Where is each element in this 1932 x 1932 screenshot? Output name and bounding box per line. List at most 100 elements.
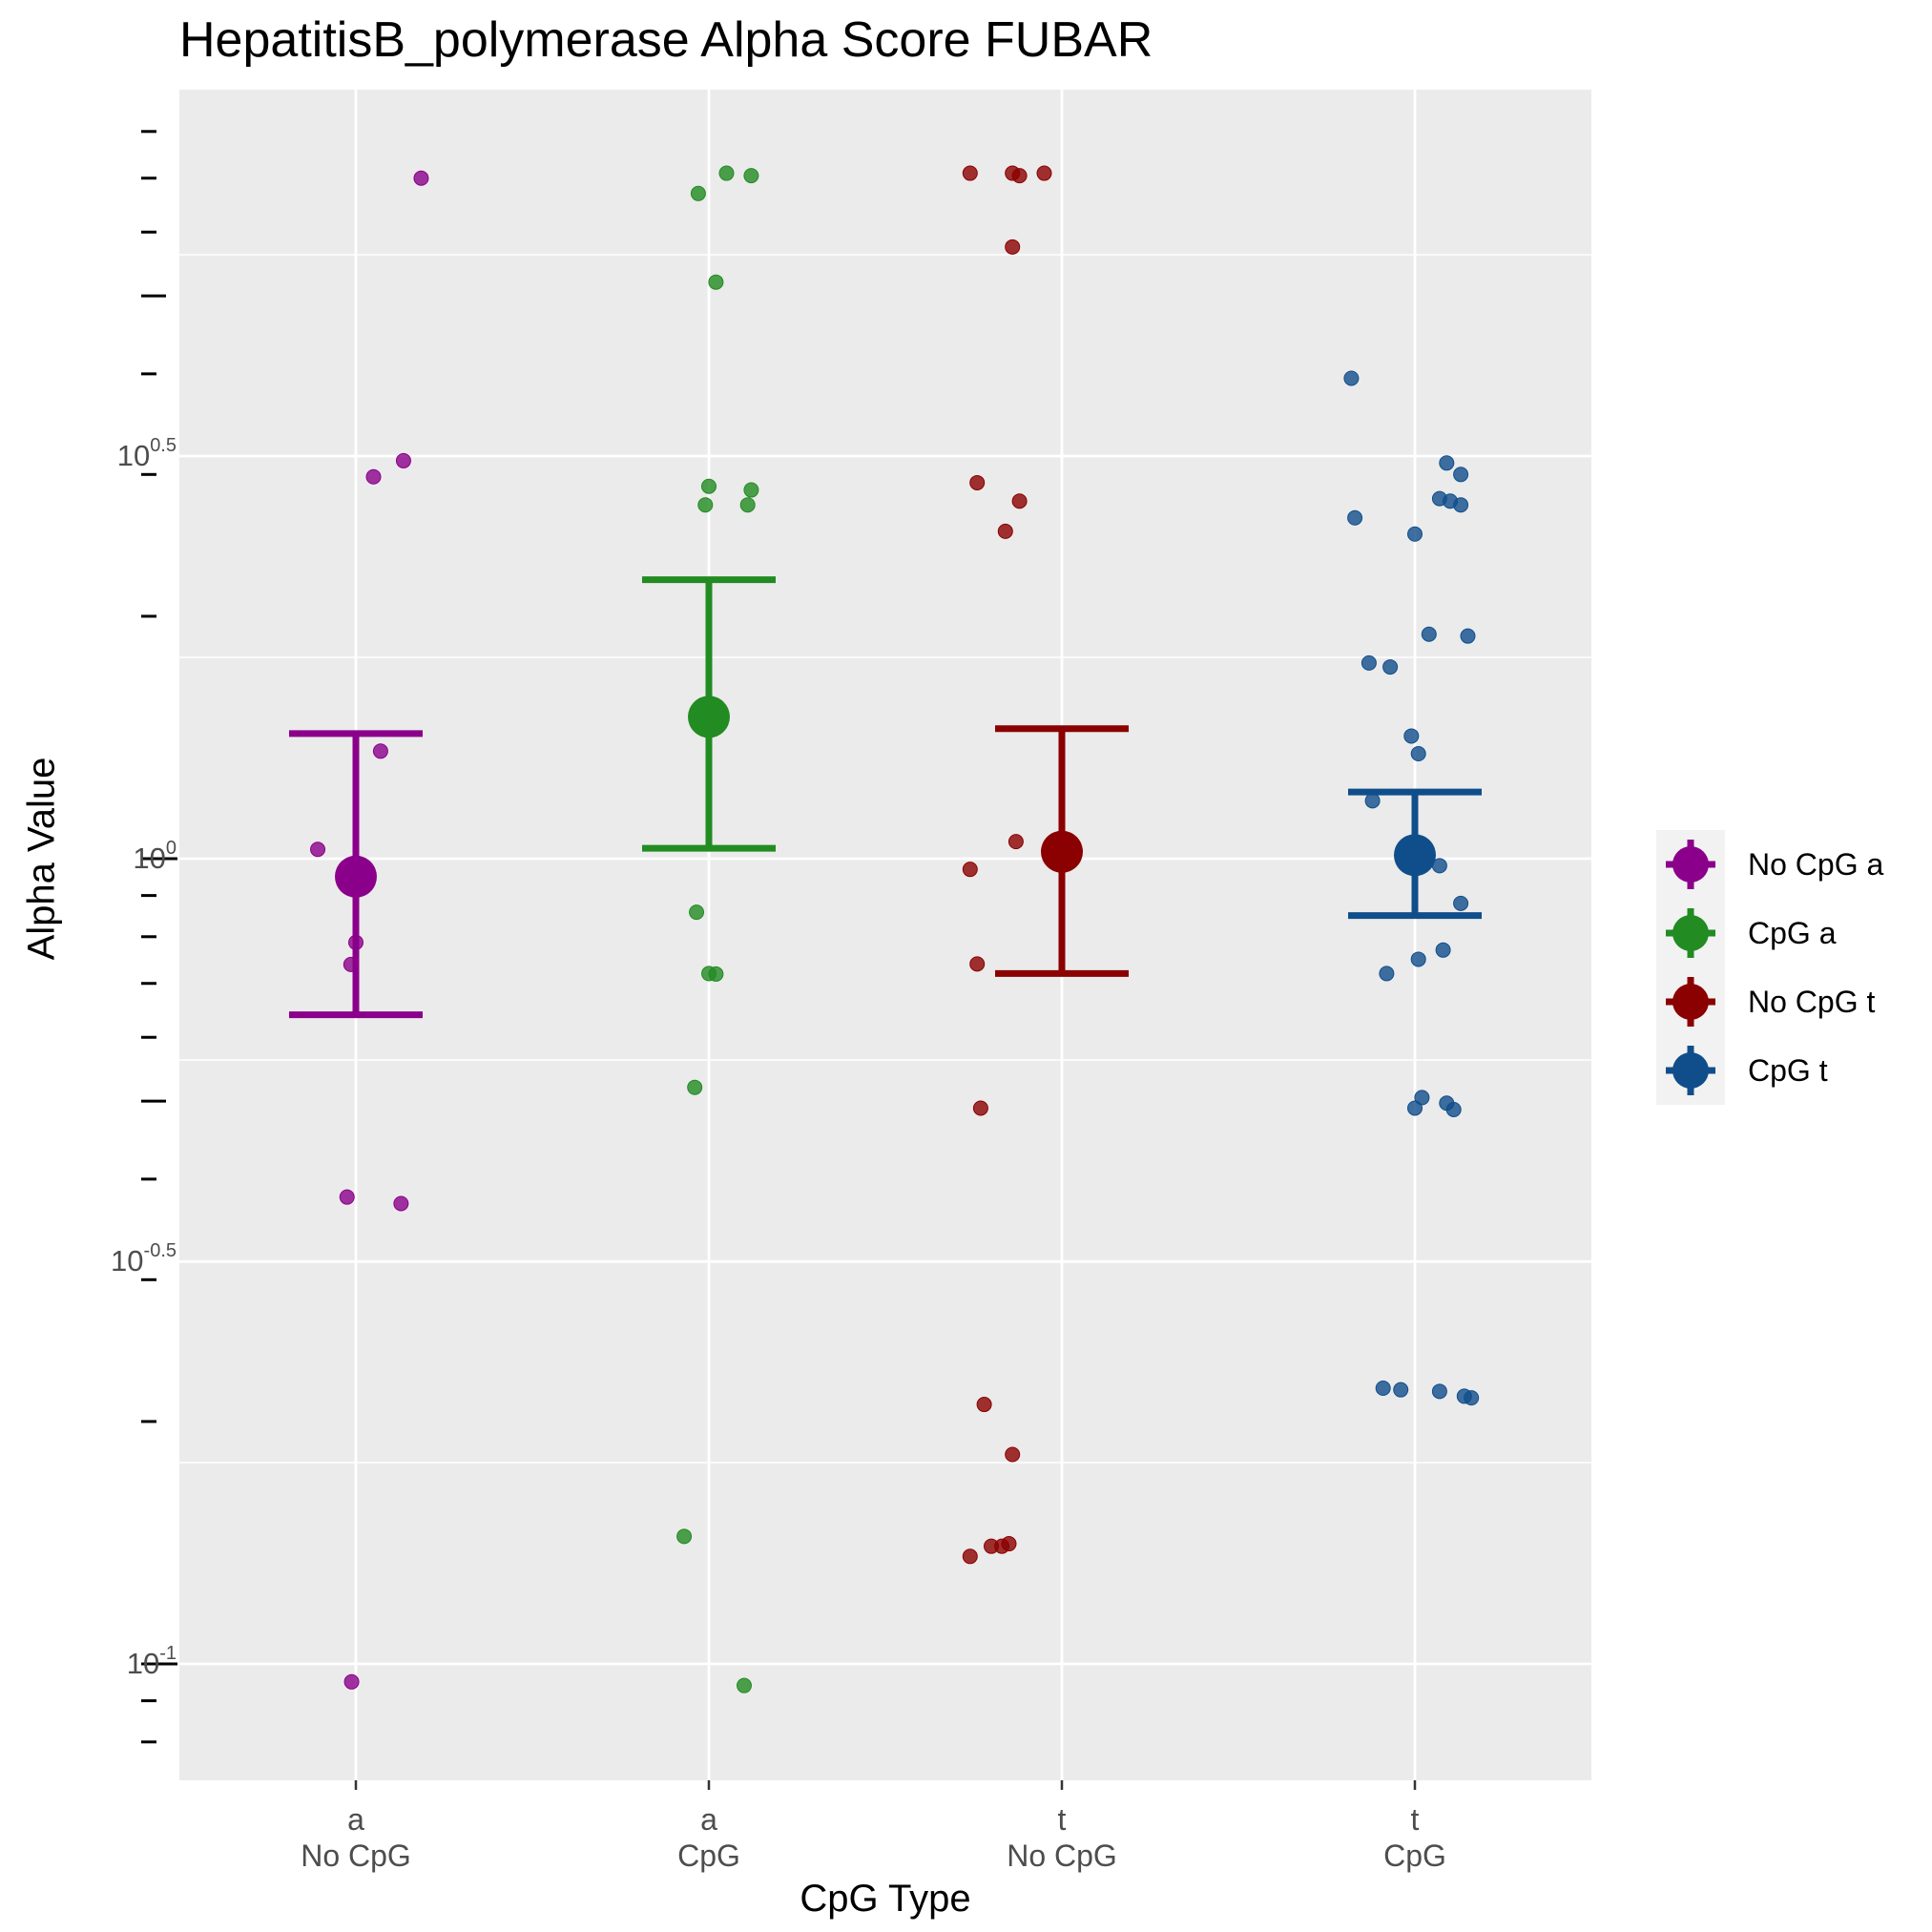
data-point xyxy=(372,743,388,759)
legend-label: CpG t xyxy=(1748,1053,1828,1088)
y-axis-label: Alpha Value xyxy=(20,757,63,961)
y-tick-base: 10 xyxy=(116,439,151,473)
data-point xyxy=(1445,1101,1462,1117)
data-point xyxy=(1393,1381,1409,1398)
x-tick-label-top: t xyxy=(1410,1802,1420,1837)
y-tick-exponent: 0.5 xyxy=(150,434,177,456)
data-point xyxy=(1439,455,1455,471)
data-point xyxy=(1382,659,1399,675)
data-point xyxy=(969,956,986,972)
y-tick-base: 10 xyxy=(126,1647,160,1681)
data-point xyxy=(689,904,705,921)
data-point xyxy=(972,1100,988,1116)
data-point xyxy=(1005,1446,1021,1463)
data-point xyxy=(743,482,759,498)
data-point xyxy=(962,165,978,181)
mean-point xyxy=(688,696,730,738)
y-tick-label: 10-1 xyxy=(126,1643,177,1681)
data-point xyxy=(339,1189,355,1205)
data-point xyxy=(1453,497,1469,513)
x-tick-label-top: a xyxy=(700,1802,717,1837)
data-point xyxy=(687,1079,703,1095)
data-point xyxy=(1379,966,1395,982)
data-point xyxy=(1460,628,1476,644)
data-point xyxy=(1453,895,1469,911)
data-point xyxy=(1464,1390,1480,1406)
panel-background xyxy=(179,90,1591,1780)
legend-item: No CpG a xyxy=(1656,830,1932,899)
legend-label: CpG a xyxy=(1748,916,1837,950)
data-point xyxy=(343,1673,360,1690)
x-tick-label: a No CpG xyxy=(241,1801,470,1874)
summary-marks xyxy=(289,576,1482,1019)
data-point xyxy=(1421,626,1437,642)
data-point xyxy=(708,274,724,290)
legend-key xyxy=(1656,830,1725,899)
x-axis-label: CpG Type xyxy=(800,1878,971,1920)
data-point xyxy=(1036,165,1052,181)
legend-item: CpG t xyxy=(1656,1036,1932,1105)
x-tick-label-top: t xyxy=(1057,1802,1067,1837)
y-tick-exponent: -0.5 xyxy=(143,1240,177,1262)
data-point xyxy=(395,452,411,468)
data-point xyxy=(1435,942,1451,958)
data-point xyxy=(1011,168,1028,184)
data-point xyxy=(701,478,717,494)
data-point xyxy=(1403,728,1420,744)
data-point xyxy=(1453,467,1469,483)
data-point xyxy=(676,1528,693,1545)
y-tick-label: 100.5 xyxy=(116,435,177,473)
data-point xyxy=(737,1677,752,1693)
data-point xyxy=(1005,239,1021,255)
y-axis-ticks xyxy=(141,130,1417,1790)
data-point xyxy=(708,966,724,982)
data-point xyxy=(1008,834,1024,850)
x-tick-label: t No CpG xyxy=(947,1801,1176,1874)
data-point xyxy=(962,1548,978,1565)
data-point xyxy=(1361,654,1377,671)
data-point xyxy=(997,523,1013,539)
data-point xyxy=(1347,509,1363,526)
data-point xyxy=(1407,526,1423,542)
data-point xyxy=(1431,1383,1447,1400)
data-point xyxy=(1414,1090,1430,1106)
data-point xyxy=(969,474,986,490)
data-point xyxy=(1343,370,1360,386)
y-tick-label: 10-0.5 xyxy=(111,1240,177,1278)
data-point xyxy=(310,841,326,858)
x-tick-label-top: a xyxy=(347,1802,364,1837)
x-tick-label-bottom: CpG xyxy=(1383,1839,1446,1873)
data-point xyxy=(743,168,759,184)
y-tick-base: 10 xyxy=(133,841,166,876)
data-point xyxy=(976,1397,992,1413)
data-point xyxy=(718,165,735,181)
y-tick-exponent: -1 xyxy=(159,1642,177,1664)
data-point xyxy=(365,468,382,485)
legend-item: CpG a xyxy=(1656,899,1932,967)
x-tick-label-bottom: CpG xyxy=(677,1839,740,1873)
data-point xyxy=(690,185,706,201)
mean-point xyxy=(335,855,377,898)
x-tick-label-bottom: No CpG xyxy=(1007,1839,1117,1873)
x-tick-label: a CpG xyxy=(594,1801,823,1874)
data-points xyxy=(310,165,1480,1693)
x-tick-label: t CpG xyxy=(1300,1801,1529,1874)
mean-point xyxy=(1041,830,1083,873)
chart-title: HepatitisB_polymerase Alpha Score FUBAR xyxy=(179,12,1153,68)
legend-key xyxy=(1656,899,1725,967)
data-point xyxy=(1410,951,1426,967)
data-point xyxy=(1410,745,1426,761)
y-tick-exponent: 0 xyxy=(165,837,177,859)
data-point xyxy=(697,497,714,513)
legend-label: No CpG a xyxy=(1748,847,1884,882)
data-point xyxy=(1375,1380,1391,1396)
legend-key xyxy=(1656,967,1725,1036)
x-tick-label-bottom: No CpG xyxy=(301,1839,411,1873)
data-point xyxy=(962,862,978,878)
data-point xyxy=(1407,1100,1423,1116)
legend-key xyxy=(1656,1036,1725,1105)
y-tick-label: 100 xyxy=(133,837,177,876)
legend-label: No CpG t xyxy=(1748,985,1876,1019)
data-point xyxy=(413,170,429,186)
